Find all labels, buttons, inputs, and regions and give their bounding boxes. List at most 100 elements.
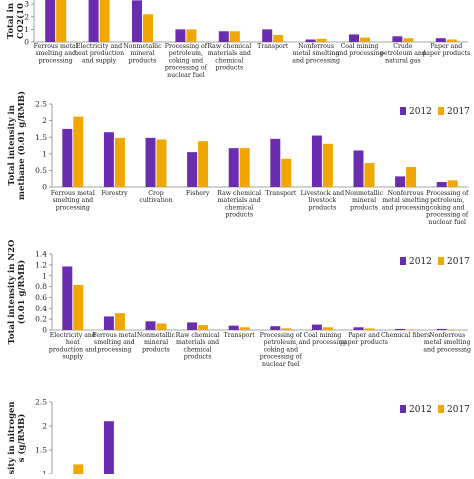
- category-label: Ferrous metal smelting and processing: [34, 43, 78, 64]
- category-label: Crude petroleum and natural gas: [380, 43, 426, 64]
- bar-2012: [145, 321, 156, 330]
- bar-2017: [281, 158, 292, 187]
- bar-2017: [447, 329, 458, 330]
- bar-2012: [103, 132, 114, 187]
- y-tick-label: 0.2: [35, 315, 47, 324]
- bar-2017: [186, 29, 197, 42]
- bar-2017: [239, 148, 250, 187]
- category-label: Fishery: [186, 190, 210, 197]
- category-label: Nonferrous metal smelting and processing: [292, 43, 340, 64]
- y-tick-label: 0: [24, 38, 29, 47]
- bar-2017: [364, 163, 375, 187]
- legend-swatch-2017: [438, 405, 444, 413]
- category-label: Nonmetallic mineral products: [137, 332, 176, 353]
- bar-2012: [187, 322, 198, 330]
- legend-label: 2017: [447, 405, 470, 415]
- bar-2017: [239, 327, 250, 330]
- bar-2017: [156, 323, 167, 330]
- bar-2012: [353, 327, 364, 330]
- category-label: Raw chemical materials and chemical product…: [207, 43, 251, 72]
- bar-2012: [395, 328, 406, 330]
- legend-label: 2012: [409, 107, 432, 117]
- category-label: Nonferrous metal smelting and processing: [382, 190, 430, 211]
- category-label: Crop cultivation: [139, 190, 172, 204]
- bar-2017: [322, 327, 333, 330]
- bar-2017: [198, 141, 209, 187]
- bar-2017: [143, 14, 153, 43]
- y-tick-label: 2.5: [35, 398, 47, 407]
- bar-2017: [56, 0, 67, 42]
- category-label: Electricity and heat production and supply: [74, 43, 124, 64]
- y-tick-label: 1.4: [35, 250, 47, 259]
- bar-2017: [156, 139, 167, 187]
- category-label: Transport: [257, 43, 289, 50]
- y-tick-label: 0.4: [35, 304, 47, 313]
- y-tick-label: 1: [42, 470, 47, 474]
- bar-2017: [73, 464, 84, 474]
- category-label: Paper and paper products: [340, 332, 388, 346]
- bar-2017: [229, 31, 240, 42]
- legend-swatch-2012: [400, 405, 406, 413]
- category-label: Coal mining and processing: [299, 332, 347, 346]
- bar-2017: [316, 38, 327, 42]
- y-axis-label: Total inCO2(10: [6, 3, 26, 39]
- bar-2012: [392, 36, 403, 42]
- y-tick-label: 3: [24, 0, 29, 9]
- legend-label: 2017: [447, 107, 470, 117]
- bar-2012: [62, 128, 73, 187]
- bar-2017: [273, 35, 284, 42]
- legend-label: 2012: [409, 257, 432, 267]
- y-tick-label: 1.2: [35, 260, 47, 269]
- category-label: Nonmetallic mineral products: [123, 43, 162, 64]
- y-axis-label: Total intensity in N2O(0.01 g/RMB): [7, 239, 27, 344]
- y-tick-label: 1: [42, 271, 47, 280]
- y-tick-label: 1.5: [35, 133, 47, 142]
- bar-2012: [435, 38, 446, 42]
- bar-2017: [403, 38, 414, 42]
- bar-2017: [114, 137, 125, 187]
- bar-2012: [218, 31, 229, 42]
- legend-swatch-2012: [400, 107, 406, 115]
- bar-2017: [73, 284, 84, 330]
- bar-2012: [349, 34, 359, 42]
- bar-2017: [447, 180, 458, 187]
- category-label: Raw chemical materials and chemical product…: [176, 332, 220, 361]
- category-label: Nonferrous metal smelting and processing: [423, 332, 471, 353]
- bar-2017: [99, 0, 110, 42]
- bar-2017: [364, 328, 375, 330]
- category-label: Coal mining and processing: [336, 43, 384, 57]
- bar-2012: [228, 148, 239, 187]
- bar-2017: [73, 116, 84, 187]
- category-label: Forestry: [101, 190, 128, 197]
- category-label: Electricity and heat production and supply: [49, 332, 97, 361]
- y-axis-label: Total intensity inmethane (0.01 g/RMB): [7, 91, 27, 200]
- legend-label: 2017: [447, 257, 470, 267]
- bar-2017: [322, 143, 333, 187]
- bar-2017: [406, 167, 417, 187]
- legend-swatch-2017: [438, 257, 444, 265]
- category-label: Transport: [265, 190, 297, 197]
- bar-2012: [132, 0, 142, 43]
- bar-2012: [45, 0, 56, 42]
- bar-2012: [103, 316, 114, 330]
- bar-2012: [145, 137, 156, 187]
- y-tick-label: 0.6: [35, 293, 47, 302]
- category-label: Ferrous metal smelting and processing: [51, 190, 95, 211]
- category-label: Ferrous metal smelting and processing: [92, 332, 136, 353]
- bar-2017: [406, 329, 417, 330]
- bar-2012: [311, 135, 322, 187]
- bar-2012: [103, 421, 114, 474]
- bar-2012: [311, 324, 322, 330]
- y-axis-label: sity in nitrogens (g/RMB): [7, 401, 27, 474]
- category-label: Transport: [224, 332, 256, 339]
- bar-2017: [360, 37, 370, 42]
- bar-2017: [198, 325, 209, 330]
- bar-2012: [175, 29, 186, 42]
- y-tick-label: 2.5: [35, 100, 47, 109]
- bar-2012: [436, 182, 447, 187]
- bar-2012: [436, 328, 447, 330]
- bar-2012: [353, 150, 364, 187]
- bar-2012: [305, 39, 316, 42]
